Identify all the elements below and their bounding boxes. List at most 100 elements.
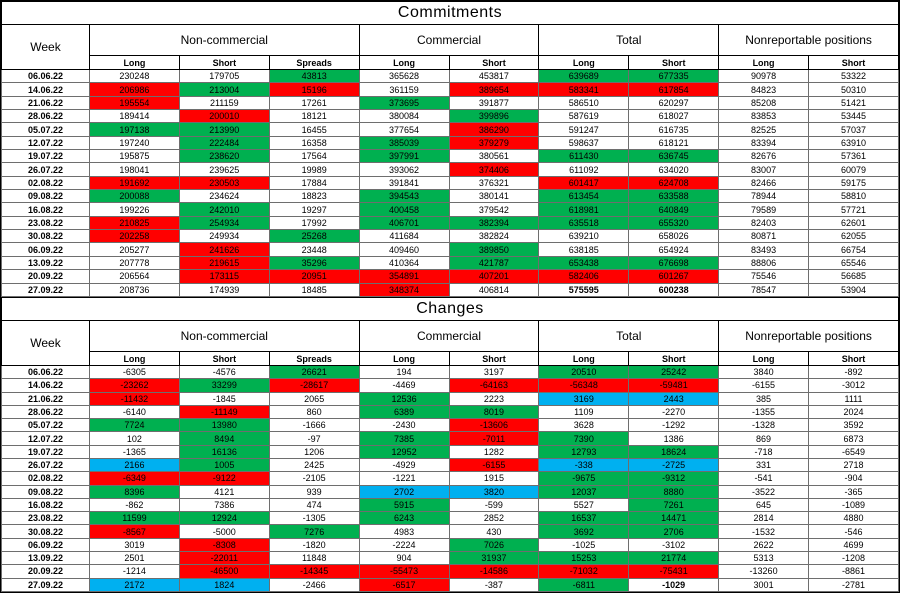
value-cell: -1845 xyxy=(178,391,270,406)
value-cell: 2622 xyxy=(718,537,809,552)
table-row: 06.09.22 3019 -8308 -1820 -2224 7026 -1025 -310… xyxy=(1,537,899,552)
value-cell: 16455 xyxy=(268,122,360,137)
value-cell: -64163 xyxy=(448,378,540,393)
value-cell: -8308 xyxy=(178,537,270,552)
changes-title-row: Changes xyxy=(1,297,899,321)
week-date: 06.09.22 xyxy=(1,242,90,257)
value-cell: 16537 xyxy=(538,511,630,526)
value-cell: 18624 xyxy=(628,444,720,459)
value-cell: 202258 xyxy=(89,229,180,244)
group-commercial: Commercial xyxy=(358,320,540,352)
table-row: 09.08.22 200088 234624 18823 394543 380141 613… xyxy=(1,189,899,204)
value-cell: 213004 xyxy=(178,82,270,97)
value-cell: 90978 xyxy=(718,68,809,84)
table-row: 02.08.22 -6349 -9122 -2105 -1221 1915 -9675 -93… xyxy=(1,471,899,486)
value-cell: 407201 xyxy=(448,269,540,284)
value-cell: 411684 xyxy=(358,229,450,244)
week-date: 20.09.22 xyxy=(1,564,90,579)
value-cell: 618121 xyxy=(628,135,720,151)
value-cell: 1282 xyxy=(448,444,540,459)
value-cell: -2781 xyxy=(808,577,899,592)
value-cell: 582406 xyxy=(538,269,630,284)
value-cell: 7276 xyxy=(268,524,360,539)
value-cell: 5915 xyxy=(358,497,450,513)
value-cell: 645 xyxy=(718,497,809,513)
value-cell: -13606 xyxy=(448,418,540,433)
table-row: 12.07.22 102 8494 -97 7385 -7011 7390 1386 869 68… xyxy=(1,431,899,446)
value-cell: -11149 xyxy=(178,404,270,420)
value-cell: 25268 xyxy=(268,229,360,244)
value-cell: 633588 xyxy=(628,189,720,204)
value-cell: -3012 xyxy=(808,378,899,393)
value-cell: 1111 xyxy=(808,391,899,406)
week-date: 06.06.22 xyxy=(1,68,90,84)
value-cell: 14471 xyxy=(628,511,720,526)
value-cell: 400458 xyxy=(358,202,450,217)
value-cell: 389654 xyxy=(448,82,540,97)
week-date: 16.08.22 xyxy=(1,202,90,217)
col-header-long: Long xyxy=(538,55,630,70)
value-cell: 2223 xyxy=(448,391,540,406)
changes-header: Changes Week Non-commercial Commercial T… xyxy=(1,297,899,366)
value-cell: 80871 xyxy=(718,229,809,244)
value-cell: -97 xyxy=(268,431,360,446)
value-cell: 84823 xyxy=(718,82,809,97)
week-date: 02.08.22 xyxy=(1,175,90,191)
value-cell: 208736 xyxy=(89,282,180,297)
value-cell: 62601 xyxy=(808,215,899,231)
value-cell: -546 xyxy=(808,524,899,539)
value-cell: 15196 xyxy=(268,82,360,97)
value-cell: 230248 xyxy=(89,68,180,84)
value-cell: 586510 xyxy=(538,95,630,111)
value-cell: 3820 xyxy=(448,484,540,499)
value-cell: 211159 xyxy=(178,95,270,111)
value-cell: 380084 xyxy=(358,109,450,124)
value-cell: 7261 xyxy=(628,497,720,513)
week-date: 27.09.22 xyxy=(1,282,90,297)
value-cell: -4929 xyxy=(358,457,450,473)
value-cell: 8494 xyxy=(178,431,270,446)
changes-title: Changes xyxy=(1,297,899,321)
value-cell: 618981 xyxy=(538,202,630,217)
value-cell: 8880 xyxy=(628,484,720,499)
value-cell: 17564 xyxy=(268,149,360,164)
value-cell: 2065 xyxy=(268,391,360,406)
value-cell: 1386 xyxy=(628,431,720,446)
table-row: 09.08.22 8396 4121 939 2702 3820 12037 8880 -352… xyxy=(1,484,899,499)
value-cell: 11599 xyxy=(89,511,180,526)
value-cell: 391841 xyxy=(358,175,450,191)
week-date: 19.07.22 xyxy=(1,444,90,459)
table-row: 20.09.22 -1214 -46500 -14345 -55473 -14586 -71… xyxy=(1,564,899,579)
value-cell: -6349 xyxy=(89,471,180,486)
value-cell: 239625 xyxy=(178,162,270,177)
value-cell: 638185 xyxy=(538,242,630,257)
col-header-short: Short xyxy=(628,351,720,366)
value-cell: 18121 xyxy=(268,109,360,124)
value-cell: 3001 xyxy=(718,577,809,592)
value-cell: 2024 xyxy=(808,404,899,420)
week-date: 12.07.22 xyxy=(1,135,90,151)
value-cell: 12952 xyxy=(358,444,450,459)
group-nonreportable: Nonreportable positions xyxy=(718,24,899,56)
value-cell: -2224 xyxy=(358,537,450,552)
value-cell: -718 xyxy=(718,444,809,459)
value-cell: 17261 xyxy=(268,95,360,111)
value-cell: 393062 xyxy=(358,162,450,177)
value-cell: 16136 xyxy=(178,444,270,459)
week-date: 23.08.22 xyxy=(1,215,90,231)
value-cell: -599 xyxy=(448,497,540,513)
week-date: 14.06.22 xyxy=(1,378,90,393)
table-row: 21.06.22 -11432 -1845 2065 12536 2223 3169 2443… xyxy=(1,391,899,406)
value-cell: 634020 xyxy=(628,162,720,177)
value-cell: 197138 xyxy=(89,122,180,137)
group-header-row: Week Non-commercial Commercial Total Non… xyxy=(1,24,899,70)
week-date: 26.07.22 xyxy=(1,162,90,177)
value-cell: 5313 xyxy=(718,550,809,566)
week-date: 06.06.22 xyxy=(1,364,90,380)
week-date: 30.08.22 xyxy=(1,524,90,539)
group-noncommercial: Non-commercial xyxy=(89,24,360,56)
value-cell: 591247 xyxy=(538,122,630,137)
table-row: 13.09.22 207778 219615 35296 410364 421787 653… xyxy=(1,255,899,271)
value-cell: 43813 xyxy=(268,68,360,84)
value-cell: 20951 xyxy=(268,269,360,284)
